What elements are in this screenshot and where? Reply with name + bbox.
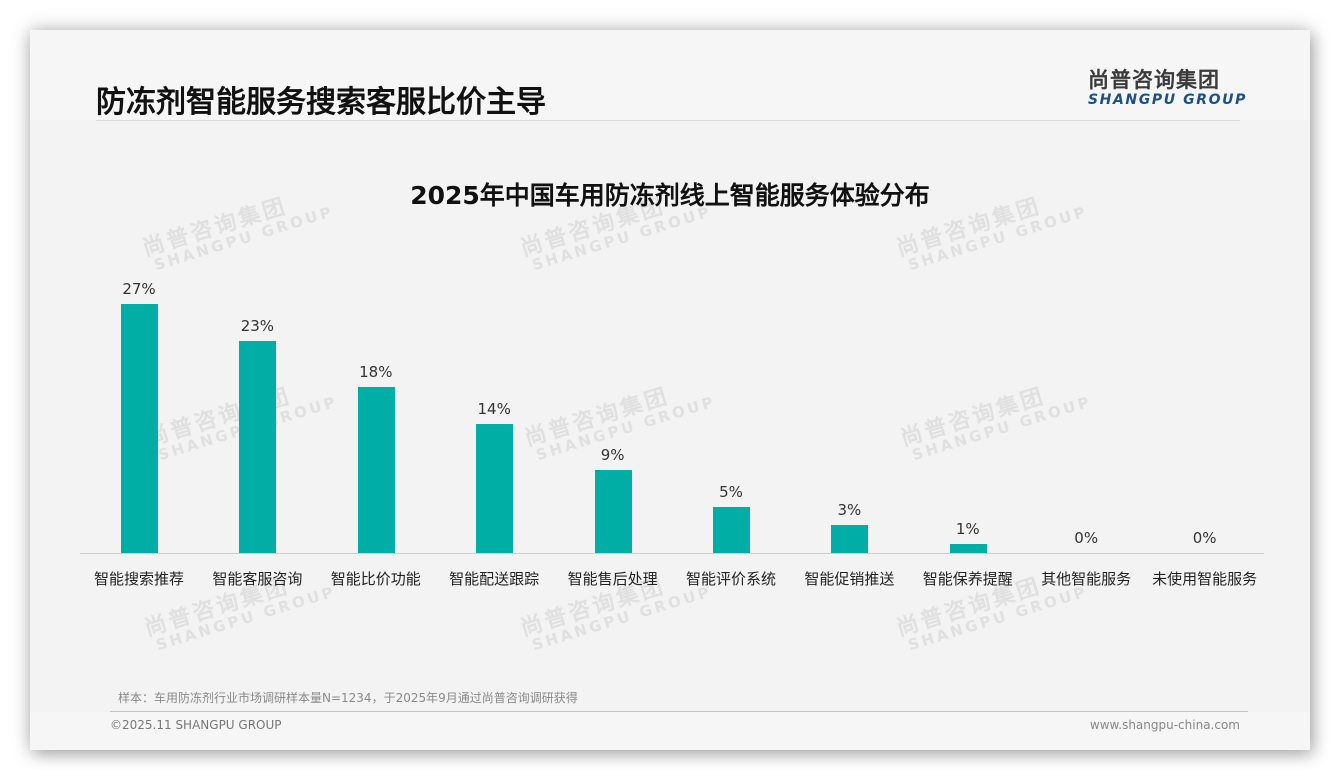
x-axis-category-label: 其他智能服务 <box>1041 570 1132 588</box>
website-link[interactable]: www.shangpu-china.com <box>1089 718 1240 732</box>
bar-group: 9% 智能售后处理 <box>554 270 672 600</box>
page-title: 防冻剂智能服务搜索客服比价主导 <box>96 85 546 120</box>
bar-value-label: 0% <box>1192 529 1217 547</box>
bar[interactable] <box>594 470 632 553</box>
chart-title: 2025年中国车用防冻剂线上智能服务体验分布 <box>410 181 930 210</box>
watermark-en: SHANGPU GROUP <box>529 202 715 275</box>
x-axis-category-label: 未使用智能服务 <box>1152 570 1258 588</box>
x-axis-category-label: 智能配送跟踪 <box>449 570 540 588</box>
x-axis-category-label: 智能售后处理 <box>567 570 658 588</box>
bar-value-label: 18% <box>359 363 393 381</box>
x-axis-category-label: 智能保养提醒 <box>922 570 1013 588</box>
bar[interactable] <box>357 387 395 553</box>
x-axis-category-label: 智能评价系统 <box>685 570 776 588</box>
x-axis-category-label: 智能客服咨询 <box>212 570 303 588</box>
header-band <box>30 30 1310 120</box>
watermark-en: SHANGPU GROUP <box>905 202 1091 275</box>
bar[interactable] <box>949 543 987 553</box>
bar-value-label: 0% <box>1074 529 1099 547</box>
x-axis-category-label: 智能比价功能 <box>330 570 421 588</box>
x-axis-category-label: 智能促销推送 <box>804 570 895 588</box>
logo-en-text: SHANGPU GROUP <box>1088 92 1247 108</box>
watermark-en: SHANGPU GROUP <box>151 202 337 275</box>
bar-group: 0% 未使用智能服务 <box>1146 270 1264 600</box>
bar-group: 0% 其他智能服务 <box>1027 270 1145 600</box>
bar-group: 1% 智能保养提醒 <box>909 270 1027 600</box>
bar[interactable] <box>121 304 158 553</box>
copyright-text: ©2025.11 SHANGPU GROUP <box>110 718 282 732</box>
bar[interactable] <box>831 525 869 553</box>
footer-band <box>30 712 1310 750</box>
bar-chart-plot: 27% 智能搜索推荐 23% 智能客服咨询 18% 智能比价功能 14% 智能配送跟踪 9% 智能… <box>80 270 1264 600</box>
bar-group: 5% 智能评价系统 <box>672 270 790 600</box>
bar-value-label: 5% <box>719 482 743 501</box>
title-divider <box>96 120 1240 121</box>
bar-group: 14% 智能配送跟踪 <box>435 270 553 600</box>
footer-divider <box>110 711 1248 712</box>
bar-value-label: 14% <box>477 399 511 418</box>
bar-value-label: 1% <box>955 519 980 538</box>
bar[interactable] <box>239 340 277 553</box>
logo-cn-text: 尚普咨询集团 <box>1088 68 1220 92</box>
x-axis-baseline <box>80 553 1264 554</box>
bar-group: 27% 智能搜索推荐 <box>80 270 198 600</box>
bar-group: 3% 智能促销推送 <box>790 270 908 600</box>
bar-group: 23% 智能客服咨询 <box>198 270 316 600</box>
company-logo: 尚普咨询集团 SHANGPU GROUP <box>1088 64 1248 108</box>
bar-value-label: 3% <box>837 501 862 520</box>
sample-footnote: 样本：车用防冻剂行业市场调研样本量N=1234，于2025年9月通过尚普咨询调研… <box>118 691 578 705</box>
bar-value-label: 27% <box>122 280 156 298</box>
slide: 防冻剂智能服务搜索客服比价主导 尚普咨询集团 SHANGPU GROUP 尚普咨… <box>30 30 1310 750</box>
bar-value-label: 23% <box>240 316 275 335</box>
x-axis-category-label: 智能搜索推荐 <box>93 570 184 588</box>
bar-value-label: 9% <box>600 446 625 464</box>
bar[interactable] <box>476 423 514 553</box>
bar-group: 18% 智能比价功能 <box>317 270 435 600</box>
bar[interactable] <box>713 506 750 553</box>
